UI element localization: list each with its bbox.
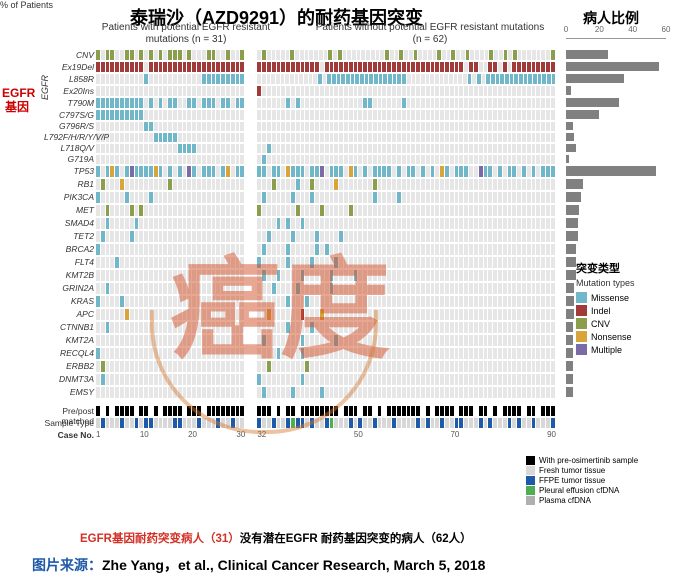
track-row: Sample Type: [96, 418, 556, 428]
percent-bar: [566, 50, 608, 59]
gene-row: CNV: [96, 50, 556, 60]
gene-row: GRIN2A: [96, 283, 556, 294]
legend-title-cn: 突变类型: [576, 260, 661, 276]
sample-legend-item: Pleural effusion cfDNA: [526, 486, 661, 495]
percent-bar: [566, 348, 573, 358]
gene-row: FLT4: [96, 257, 556, 268]
percent-bar: [566, 387, 573, 397]
percent-bar: [566, 155, 569, 163]
sample-legend-item: FFPE tumor tissue: [526, 476, 661, 485]
percent-bar: [566, 218, 578, 228]
gene-row: G719A: [96, 155, 556, 164]
percent-bar: [566, 231, 578, 241]
image-source: 图片来源：Zhe Yang，et al., Clinical Cancer Re…: [32, 555, 485, 575]
gene-row: G796R/S: [96, 122, 556, 131]
legend-item: CNV: [576, 318, 661, 329]
gene-row: RB1: [96, 179, 556, 190]
sample-type-legend: With pre-osimertinib sampleFresh tumor t…: [526, 455, 661, 506]
gene-row: APC: [96, 309, 556, 320]
percent-bar: [566, 296, 574, 306]
track-row: Pre/post matched: [96, 406, 556, 416]
gene-row: RECQL4: [96, 348, 556, 359]
percent-bar: [566, 257, 576, 267]
gene-row: C797S/G: [96, 110, 556, 120]
subtitle-group1: Patients with potential EGFR resistant m…: [96, 22, 276, 46]
sample-legend-item: Plasma cfDNA: [526, 496, 661, 505]
percent-bar: [566, 270, 576, 280]
mutation-type-legend: 突变类型 Mutation types Missense Indel CNV Nons…: [576, 260, 661, 357]
percent-bar: [566, 122, 573, 130]
percent-bar: [566, 192, 581, 202]
percent-bar: [566, 205, 579, 215]
gene-row: Ex19Del: [96, 62, 556, 72]
gene-row: TP53: [96, 166, 556, 177]
gene-row: KMT2B: [96, 270, 556, 281]
subtitle-group2: Patients without potential EGFR resistan…: [310, 22, 550, 46]
gene-row: KRAS: [96, 296, 556, 307]
legend-title-en: Mutation types: [576, 278, 661, 288]
percent-bar: [566, 166, 656, 176]
legend-item: Multiple: [576, 344, 661, 355]
gene-row: PIK3CA: [96, 192, 556, 203]
percent-bar: [566, 98, 619, 107]
percent-bar: [566, 86, 571, 95]
percent-bar: [566, 374, 573, 384]
gene-row: KMT2A: [96, 335, 556, 346]
gene-row: CTNNB1: [96, 322, 556, 333]
gene-row: DNMT3A: [96, 374, 556, 385]
percent-bar: [566, 133, 574, 141]
gene-row: EMSY: [96, 387, 556, 398]
sample-legend-item: With pre-osimertinib sample: [526, 456, 661, 465]
gene-row: SMAD4: [96, 218, 556, 229]
legend-item: Missense: [576, 292, 661, 303]
percent-bar: [566, 179, 583, 189]
gene-row: MET: [96, 205, 556, 216]
sample-legend-item: Fresh tumor tissue: [526, 466, 661, 475]
legend-item: Indel: [576, 305, 661, 316]
percent-bars: [566, 50, 666, 420]
percent-bar: [566, 361, 573, 371]
percent-bar: [566, 322, 573, 332]
gene-row: L718Q/V: [96, 144, 556, 153]
percent-bar: [566, 244, 576, 254]
percent-bar: [566, 283, 574, 293]
mutation-heatmap: CNV Ex19Del L858R Ex20Ins T790M C797S/G G796R/…: [96, 50, 556, 505]
bottom-caption: EGFR基因耐药突变病人（31）没有潜在EGFR 耐药基因突变的病人（62人）: [80, 530, 472, 546]
percent-bar: [566, 309, 574, 319]
gene-row: ERBB2: [96, 361, 556, 372]
gene-row: L792F/H/R/Y/V/P: [96, 133, 556, 142]
percent-bar: [566, 62, 659, 71]
egfr-gene-label: EGFR基因: [2, 86, 32, 114]
percent-bar: [566, 110, 599, 119]
percent-bar: [566, 335, 573, 345]
percent-bar: [566, 144, 576, 152]
legend-item: Nonsense: [576, 331, 661, 342]
percent-bar: [566, 74, 624, 83]
gene-row: BRCA2: [96, 244, 556, 255]
gene-row: L858R: [96, 74, 556, 84]
gene-row: T790M: [96, 98, 556, 108]
gene-row: Ex20Ins: [96, 86, 556, 96]
gene-row: TET2: [96, 231, 556, 242]
figure-root: 泰瑞沙（AZD9291）的耐药基因突变 病人比例 % of Patients P…: [0, 0, 681, 587]
